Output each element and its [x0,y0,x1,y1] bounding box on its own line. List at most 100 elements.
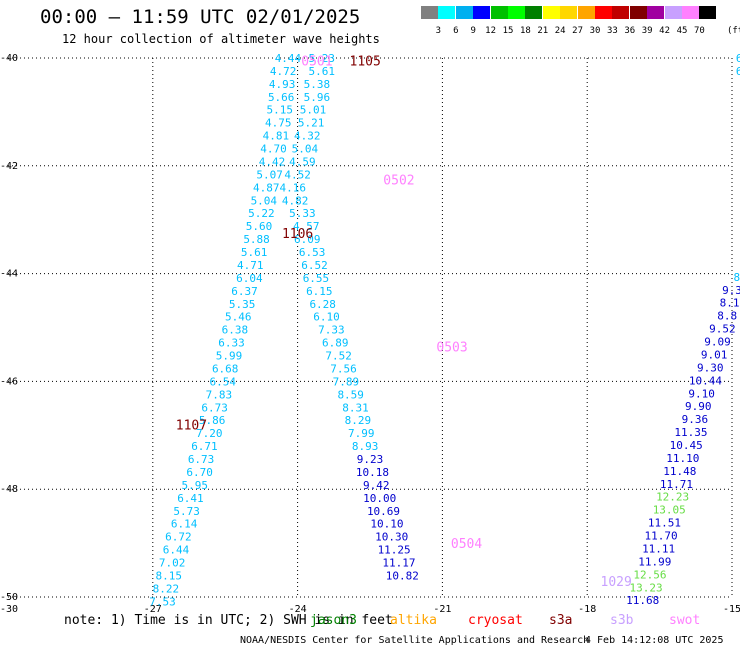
wave-height-value: 6.38 [222,324,249,337]
wave-height-value: 6.70 [186,466,213,479]
x-tick-label: -21 [433,604,451,615]
wave-height-value: 6.04 [236,272,263,285]
wave-height-value: 5.61 [241,246,268,259]
wave-height-value: 11.70 [644,530,677,543]
wave-height-value: 9.42 [363,479,390,492]
color-scale-swatch [438,6,456,19]
wave-height-value: 10.30 [375,531,408,544]
mission-label-s3b: s3b [610,613,634,628]
track-label: 1106 [282,227,313,242]
wave-height-value: 5.33 [289,207,316,220]
wave-height-value: 5.86 [199,414,226,427]
wave-height-value: 4.44 [275,52,302,65]
wave-height-value: 6.44 [163,544,190,557]
color-scale-label: 45 [676,26,688,36]
wave-height-value: 5.22 [248,207,275,220]
mission-label-swot: swot [669,613,701,628]
wave-height-value: 11.35 [674,426,707,439]
track-label: 0501 [301,55,332,70]
wave-height-value: 12.23 [656,491,689,504]
wave-height-value: 9.01 [701,348,728,361]
wave-height-value: 6.15 [306,285,333,298]
wave-height-value: 6.71 [191,440,218,453]
wave-height-value: 5.01 [300,104,327,117]
wave-height-value: 11.10 [666,452,699,465]
wave-height-value: 11.48 [663,465,696,478]
wave-height-value: 9.90 [685,400,712,413]
color-scale-swatch [682,6,699,19]
wave-height-value: 5.73 [173,505,200,518]
wave-height-value: 12.56 [633,568,666,581]
wave-height-value: 6.14 [171,518,198,531]
color-scale-label: 70 [693,26,705,36]
chart-subtitle: 12 hour collection of altimeter wave hei… [62,32,380,46]
wave-height-value: 7.33 [318,324,345,337]
y-tick-label: -50 [0,592,18,603]
color-scale-label: 21 [537,26,549,36]
wave-height-value: 5.60 [246,220,273,233]
wave-height-value: 4.32 [294,130,321,143]
wave-height-value: 9.23 [357,453,384,466]
wave-height-value: 9.3 [722,284,740,297]
wave-height-value: 6.73 [188,453,215,466]
wave-height-value: 6 [736,52,740,65]
color-scale-swatch [647,6,665,19]
wave-height-value: 7.52 [325,350,352,363]
wave-height-value: 4.72 [270,65,297,78]
wave-height-value: 6.68 [212,362,239,375]
wave-height-value: 5.04 [251,194,278,207]
mission-label-cryosat: cryosat [468,613,523,628]
color-scale-swatch [455,6,473,19]
wave-height-value: 11.17 [382,557,415,570]
wave-height-value: 6 [736,65,740,78]
wave-height-value: 7.53 [149,595,176,608]
wave-height-value: 13.23 [630,581,663,594]
y-tick-label: -48 [0,484,18,495]
wave-height-value: 6.33 [218,337,245,350]
wave-height-value: 11.68 [626,594,659,607]
wave-height-value: 11.25 [378,544,411,557]
wave-height-value: 6.54 [210,375,237,388]
wave-height-value: 4.42 [259,155,286,168]
wave-height-value: 5.15 [266,104,293,117]
color-scale-label: 3 [435,26,442,36]
wave-height-value: 5.99 [216,350,243,363]
wave-height-value: 9.30 [697,361,724,374]
wave-height-value: 5.66 [268,91,295,104]
wave-height-value: 8 [734,271,740,284]
wave-height-value: 5.21 [298,117,325,130]
wave-height-value: 4.57 [293,220,320,233]
wave-height-value: 11.71 [660,478,693,491]
wave-height-value: 5.38 [304,78,331,91]
color-scale-swatch [577,6,595,19]
color-scale-swatch [542,6,560,19]
wave-height-value: 7.99 [348,427,375,440]
wave-height-value: 10.82 [386,569,419,582]
y-tick-label: -46 [0,376,18,387]
wave-height-value: 7.02 [159,557,186,570]
color-scale-swatch [421,6,438,19]
wave-height-value: 6.41 [177,492,204,505]
wave-height-value: 10.69 [367,505,400,518]
wave-height-value: 4.82 [282,194,309,207]
wave-height-value: 8.22 [153,582,180,595]
color-scale-label: 15 [502,26,514,36]
wave-height-value: 10.45 [670,439,703,452]
wave-height-value: 4.71 [237,259,264,272]
wave-height-value: 10.44 [689,374,722,387]
color-scale-swatch [525,6,543,19]
footer-note: note: 1) Time is in UTC; 2) SWH is in fe… [64,613,393,628]
wave-height-value: 8.29 [345,414,372,427]
wave-height-value: 7.56 [330,362,357,375]
wave-height-value: 6.09 [294,233,321,246]
y-tick-label: -42 [0,161,18,172]
color-scale-units: (ft) [727,26,740,36]
wave-height-value: 4.75 [265,117,292,130]
wave-height-value: 6.28 [309,298,336,311]
wave-height-value: 5.35 [229,298,256,311]
color-scale-label: 33 [606,26,618,36]
color-scale-swatch [490,6,508,19]
wave-height-value: 6.37 [231,285,258,298]
wave-height-value: 7.83 [206,388,233,401]
